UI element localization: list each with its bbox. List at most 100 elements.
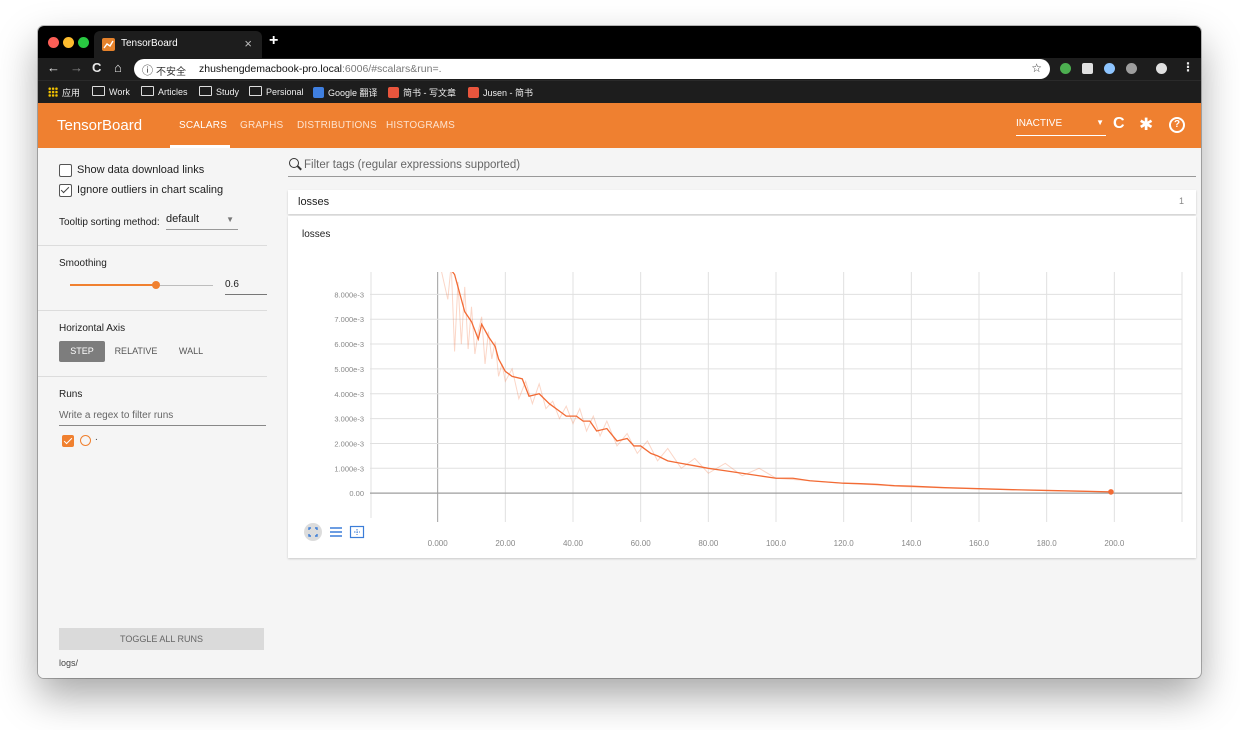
category-name: losses xyxy=(298,196,330,208)
new-tab-button[interactable]: + xyxy=(269,32,279,49)
folder-icon xyxy=(92,86,105,96)
horizontal-axis-label: Horizontal Axis xyxy=(59,323,126,334)
y-tick-label: 5.000e-3 xyxy=(334,365,364,374)
reload-data-icon[interactable]: C xyxy=(1113,115,1125,132)
help-icon[interactable]: ? xyxy=(1169,117,1185,133)
tab-title: TensorBoard xyxy=(121,38,178,49)
inactive-select-label: INACTIVE xyxy=(1016,118,1063,129)
chart-card: losses 0.000 20.00 40.00 60.00 80.00 100.0 120… xyxy=(288,216,1196,558)
fit-domain-icon xyxy=(349,525,365,539)
loss-chart[interactable]: 0.000 20.00 40.00 60.00 80.00 100.0 120.0 140.0… xyxy=(288,216,1196,558)
home-icon[interactable]: ⌂ xyxy=(114,60,122,75)
smoothing-value-input[interactable]: 0.6 xyxy=(225,279,267,295)
run-name: . xyxy=(95,432,98,443)
apps-icon xyxy=(48,87,58,97)
x-tick-label: 20.00 xyxy=(495,539,516,548)
browser-menu-icon[interactable]: ⋮ xyxy=(1182,60,1194,74)
smoothing-label: Smoothing xyxy=(59,258,107,269)
minimize-window-button[interactable] xyxy=(63,37,74,48)
folder-icon xyxy=(141,86,154,96)
folder-icon xyxy=(249,86,262,96)
bookmark-articles[interactable]: Articles xyxy=(141,86,188,97)
chart-title: losses xyxy=(302,229,331,240)
axis-step-button[interactable]: STEP xyxy=(59,341,105,362)
browser-window: TensorBoard × + ← → C ⌂ ⓘ 不安全 zhushengde… xyxy=(38,26,1201,678)
expand-chart-button[interactable] xyxy=(304,523,322,541)
runs-filter-input[interactable]: Write a regex to filter runs xyxy=(59,410,266,426)
tab-distributions[interactable]: DISTRIBUTIONS xyxy=(297,120,377,131)
vue-devtools-extension-icon[interactable] xyxy=(1104,63,1115,74)
bookmark-jusen-jianshu[interactable]: Jusen - 简书 xyxy=(468,86,533,99)
maximize-window-button[interactable] xyxy=(78,37,89,48)
tensorboard-favicon-icon xyxy=(102,38,115,51)
active-tab-indicator xyxy=(170,145,230,148)
x-tick-label: 120.0 xyxy=(834,539,855,548)
y-tick-label: 8.000e-3 xyxy=(334,290,364,299)
forward-icon[interactable]: → xyxy=(70,60,83,75)
y-tick-label: 1.000e-3 xyxy=(334,464,364,473)
back-icon[interactable]: ← xyxy=(47,60,60,75)
tab-close-icon[interactable]: × xyxy=(244,36,252,51)
series-line-smoothed xyxy=(451,272,1111,493)
axis-relative-button[interactable]: RELATIVE xyxy=(114,346,158,356)
dropdown-arrow-icon: ▼ xyxy=(1096,118,1104,127)
jianshu-icon xyxy=(468,87,479,98)
tag-filter-placeholder: Filter tags (regular expressions support… xyxy=(304,159,521,171)
url-text[interactable]: zhushengdemacbook-pro.local:6006/#scalar… xyxy=(199,63,442,75)
tab-histograms[interactable]: HISTOGRAMS xyxy=(386,120,456,131)
y-tick-label: 7.000e-3 xyxy=(334,315,364,324)
divider xyxy=(38,310,267,311)
tooltip-sorting-label: Tooltip sorting method: xyxy=(59,217,160,228)
bookmark-work[interactable]: Work xyxy=(92,86,130,97)
bookmark-study[interactable]: Study xyxy=(199,86,239,97)
x-tick-label: 80.00 xyxy=(698,539,719,548)
bookmark-persional[interactable]: Persional xyxy=(249,86,304,97)
fullscreen-icon xyxy=(308,527,318,537)
run-checkbox[interactable] xyxy=(62,435,74,447)
x-tick-label: 180.0 xyxy=(1037,539,1058,548)
address-bar[interactable]: ⓘ 不安全 zhushengdemacbook-pro.local:6006/#… xyxy=(134,59,1050,79)
evernote-extension-icon[interactable] xyxy=(1060,63,1071,74)
bookmark-jianshu-write[interactable]: 简书 - 写文章 xyxy=(388,86,456,99)
app-title: TensorBoard xyxy=(57,117,143,134)
settings-gear-icon[interactable]: ✱ xyxy=(1139,115,1154,134)
category-header[interactable]: losses 1 xyxy=(288,190,1196,214)
toggle-all-runs-button[interactable]: TOGGLE ALL RUNS xyxy=(59,628,264,650)
show-download-links-label: Show data download links xyxy=(77,164,205,176)
list-icon xyxy=(330,527,342,537)
reload-icon[interactable]: C xyxy=(92,60,102,75)
browser-tab[interactable]: TensorBoard × xyxy=(94,31,262,58)
show-download-links-checkbox[interactable] xyxy=(59,164,72,177)
category-count: 1 xyxy=(1178,196,1184,206)
y-tick-label: 3.000e-3 xyxy=(334,415,364,424)
camera-extension-icon[interactable] xyxy=(1082,63,1093,74)
site-info-icon[interactable]: ⓘ xyxy=(142,65,153,77)
runs-filter-placeholder: Write a regex to filter runs xyxy=(59,410,174,421)
smoothing-slider-handle[interactable] xyxy=(152,281,160,289)
tooltip-sorting-select[interactable]: default ▼ xyxy=(166,213,238,230)
toggle-log-scale-button[interactable] xyxy=(327,523,345,541)
axis-wall-button[interactable]: WALL xyxy=(178,346,204,356)
series-line-raw xyxy=(441,272,1111,493)
sidebar: Show data download links Ignore outliers… xyxy=(38,148,282,678)
jianshu-icon xyxy=(388,87,399,98)
profile-avatar-icon[interactable] xyxy=(1156,63,1167,74)
bookmark-star-icon[interactable]: ☆ xyxy=(1031,61,1042,75)
extension-icon[interactable] xyxy=(1126,63,1137,74)
tag-filter-input[interactable]: Filter tags (regular expressions support… xyxy=(288,158,1196,177)
x-tick-label: 140.0 xyxy=(901,539,922,548)
fit-domain-button[interactable] xyxy=(348,523,366,541)
ignore-outliers-checkbox[interactable] xyxy=(59,184,72,197)
x-tick-label: 160.0 xyxy=(969,539,990,548)
smoothing-slider-fill xyxy=(70,284,156,286)
bookmark-apps[interactable]: 应用 xyxy=(48,86,80,99)
inactive-dashboards-select[interactable]: INACTIVE ▼ xyxy=(1016,118,1106,136)
divider xyxy=(38,376,267,377)
search-icon xyxy=(289,158,299,168)
url-path: :6006/#scalars&run=. xyxy=(342,63,442,75)
close-window-button[interactable] xyxy=(48,37,59,48)
tab-graphs[interactable]: GRAPHS xyxy=(240,120,284,131)
tab-scalars[interactable]: SCALARS xyxy=(179,120,228,131)
tab-strip: TensorBoard × + xyxy=(38,26,1201,58)
bookmark-google-translate[interactable]: Google 翻译 xyxy=(313,86,378,99)
